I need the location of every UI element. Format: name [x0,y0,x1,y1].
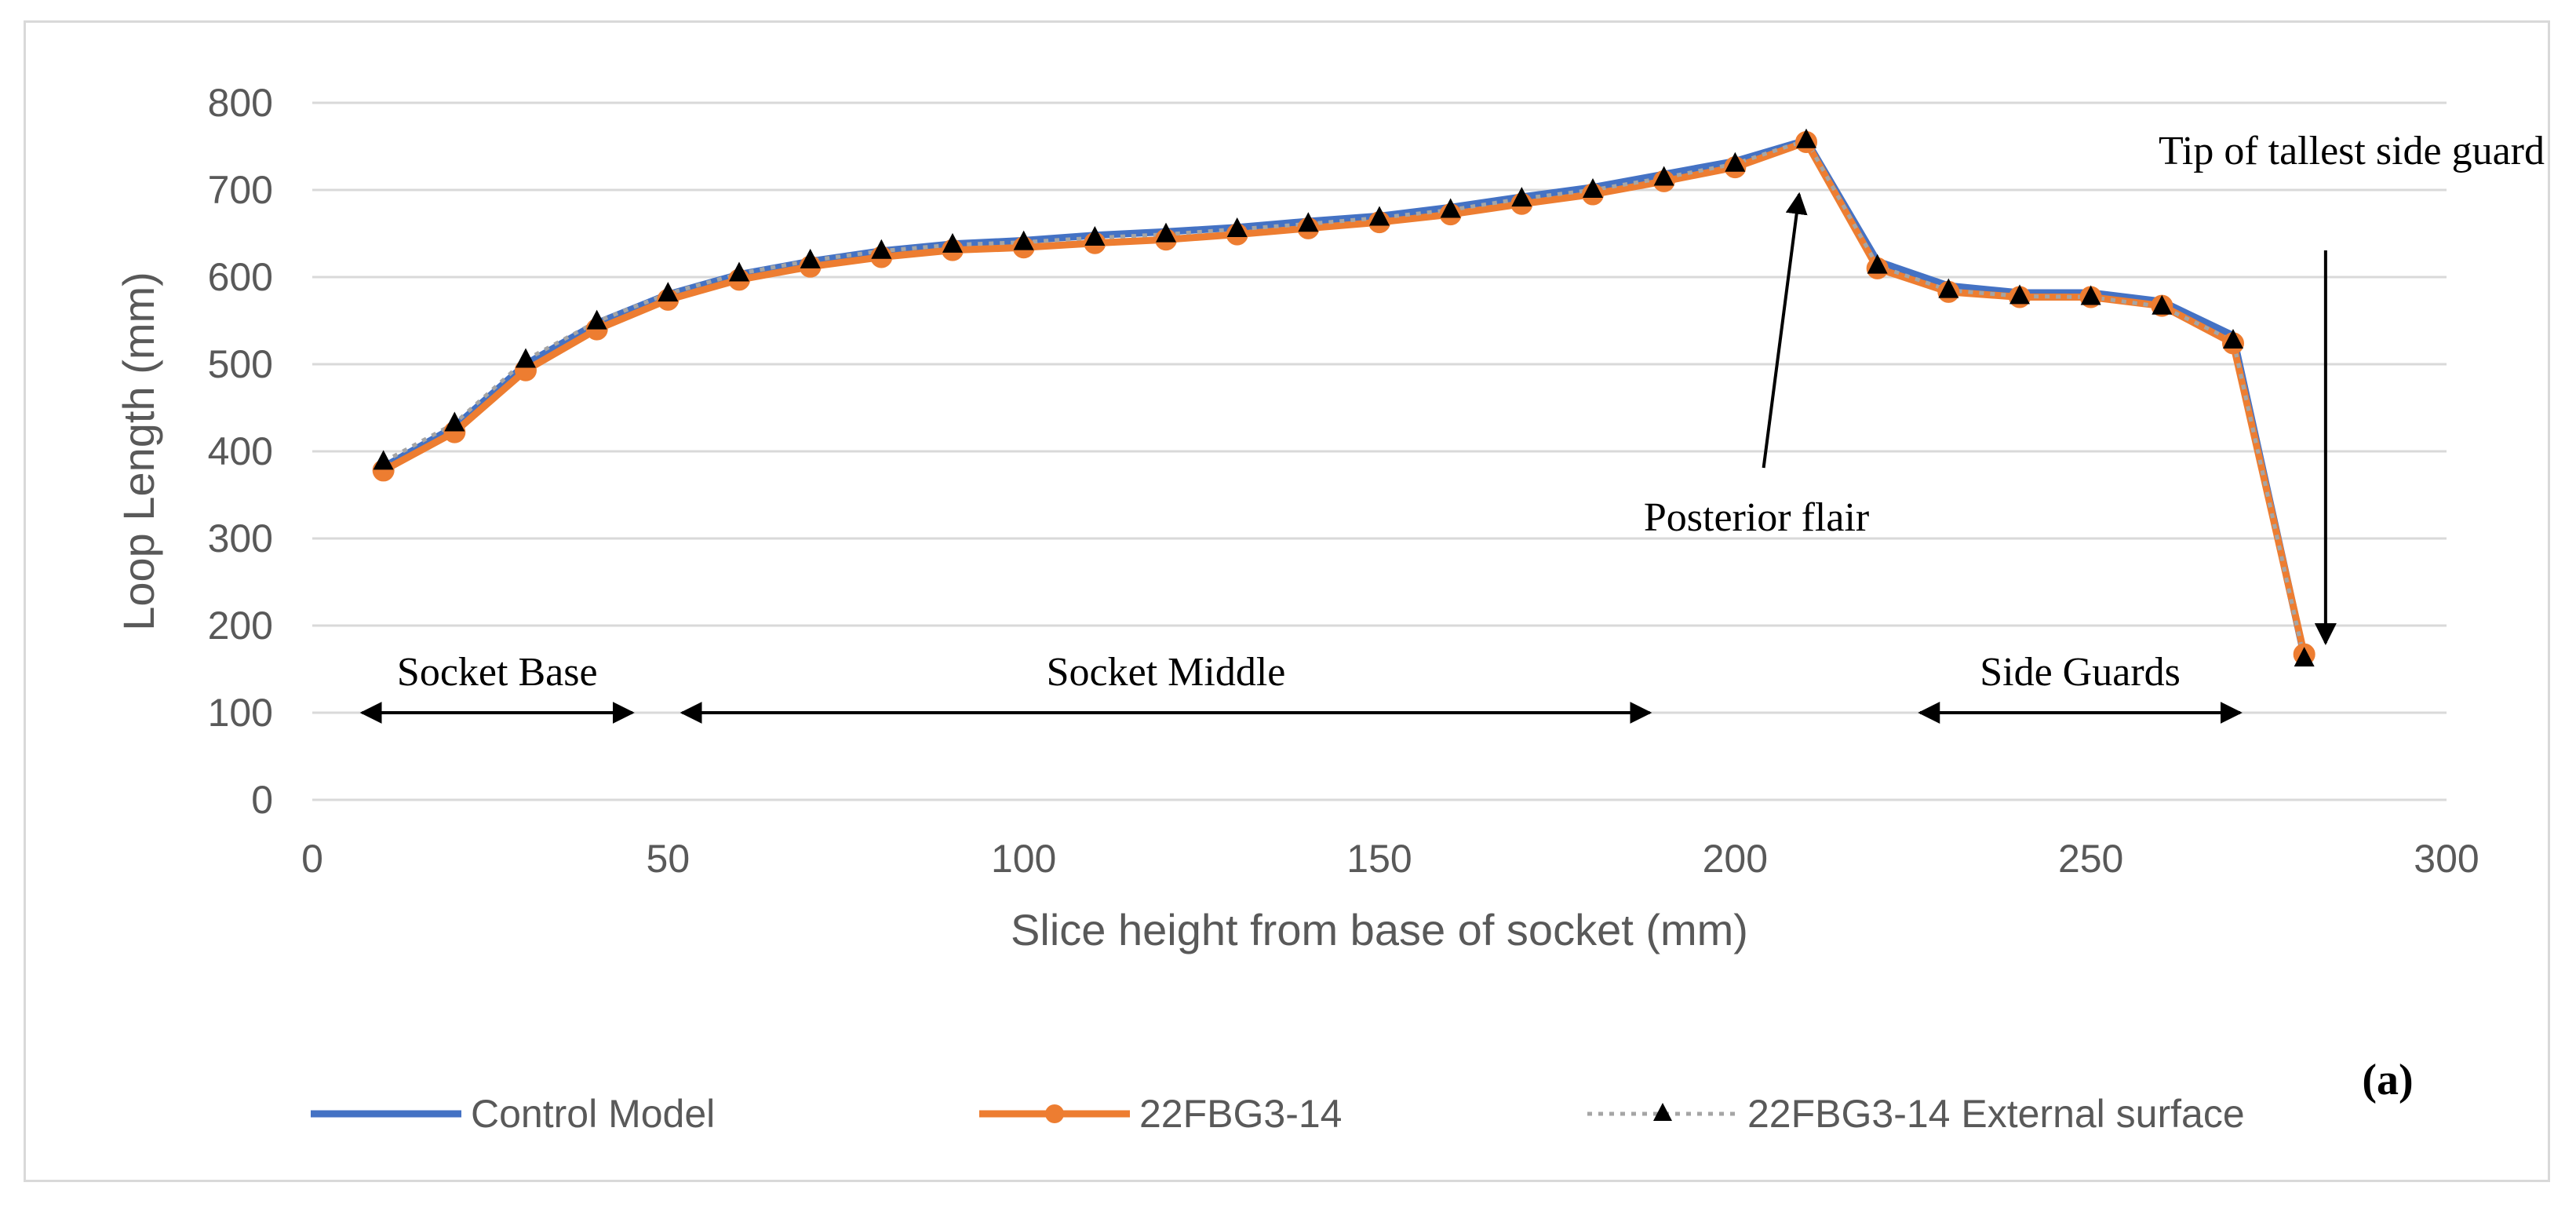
side-guard-tip-label: Tip of tallest side guard [2159,129,2545,173]
legend-label-2: 22FBG3-14 [1139,1092,1342,1136]
series-line-3 [382,138,2307,659]
series-3-point [658,282,679,302]
y-tick-label: 100 [208,691,273,735]
y-tick-label: 600 [208,255,273,299]
series-3-point [1725,151,1746,172]
series-3-point [2223,329,2243,349]
x-tick-label: 0 [301,837,323,881]
series-layer [372,128,2315,667]
series-3-point [444,411,465,432]
y-tick-label: 400 [208,429,273,473]
y-tick-label: 700 [208,168,273,212]
series-3-point [373,450,394,470]
line-chart: 0 100 200 300 400 500 600 700 800 0 50 100 150 200 250… [114,81,2545,1136]
series-3-point [2152,294,2173,315]
range-label: Socket Base [397,650,598,695]
legend: Control Model 22FBG3-14 22FBG3-14 External… [311,1092,2245,1136]
gridlines [312,101,2447,714]
series-3-point [1653,166,1674,186]
x-tick-label: 100 [991,837,1056,881]
y-tick-label: 500 [208,342,273,386]
y-tick-label: 200 [208,604,273,648]
range-label: Socket Middle [1047,650,1286,695]
chart-frame: 0 100 200 300 400 500 600 700 800 0 50 100 150 200 250… [24,20,2550,1182]
series-3-point [1298,212,1319,232]
series-3-point [516,348,536,368]
annotations: Socket Base Socket Middle Side Guards Poste… [359,129,2545,724]
series-3-point [1226,217,1248,237]
series-3-point [1867,254,1888,274]
legend-marker-2 [1045,1104,1064,1123]
series-3-point [2080,285,2101,305]
posterior-flair-label: Posterior flair [1644,495,1869,540]
series-3-point [1796,128,1816,148]
series-3-point [871,239,892,259]
series-3-point [1369,206,1390,226]
legend-label-1: Control Model [471,1092,715,1136]
axes: 0 100 200 300 400 500 600 700 800 0 50 100 150 200 250… [208,81,2479,881]
x-tick-label: 50 [647,837,690,881]
y-tick-label: 300 [208,516,273,560]
x-tick-label: 250 [2058,837,2123,881]
x-tick-label: 200 [1703,837,1768,881]
series-3-point [1013,230,1034,250]
x-axis-title: Slice height from base of socket (mm) [1011,905,1748,954]
series-3-point [2294,647,2315,667]
series-3-point [942,232,963,253]
series-3-point [586,309,607,330]
series-3-point [1156,222,1176,243]
x-tick-label: 300 [2414,837,2479,881]
series-3-point [1511,187,1532,207]
x-tick-label: 150 [1346,837,1412,881]
series-3-point [1938,278,1959,298]
posterior-flair-arrow [1762,192,1808,469]
series-3-point [1084,226,1106,246]
y-tick-label: 0 [251,778,273,822]
series-line-1 [381,137,2308,657]
y-tick-label: 800 [208,81,273,125]
legend-marker-3 [1653,1103,1672,1121]
legend-label-3: 22FBG3-14 External surface [1747,1092,2245,1136]
y-axis-title: Loop Length (mm) [114,272,163,631]
series-line-2 [381,138,2308,655]
panel-label: (a) [2362,1056,2413,1104]
series-3-point [800,248,821,268]
series-3-point [1440,198,1461,218]
series-3-point [1583,178,1603,198]
range-label: Side Guards [1980,650,2181,695]
series-3-point [2009,284,2030,305]
series-3-point [729,261,749,282]
